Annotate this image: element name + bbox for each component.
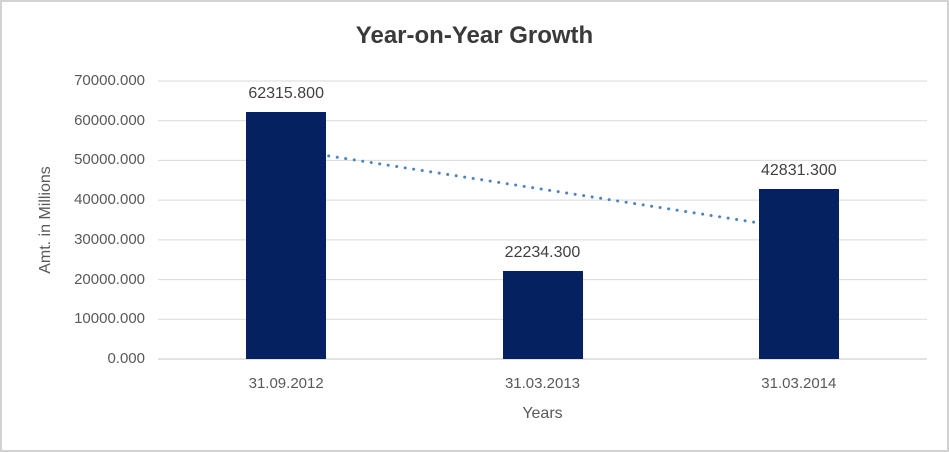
- bar-data-label: 62315.800: [248, 84, 324, 102]
- y-tick-label: 60000.000: [74, 111, 145, 129]
- y-tick-label: 70000.000: [74, 72, 145, 89]
- bar: [246, 111, 327, 359]
- y-tick-label: 20000.000: [74, 270, 145, 288]
- x-tick-label: 31.03.2013: [504, 375, 581, 392]
- y-tick-label: 50000.000: [74, 151, 145, 169]
- y-tick-label: 10000.000: [74, 310, 145, 328]
- y-tick-label: 30000.000: [74, 230, 145, 248]
- x-tick-label: 31.09.2012: [248, 375, 324, 392]
- y-tick-label: 40000.000: [74, 191, 145, 209]
- trendline: [284, 147, 801, 231]
- bar-data-label: 22234.300: [504, 243, 581, 261]
- chart-title: Year-on-Year Growth: [355, 22, 594, 49]
- bar: [758, 188, 839, 359]
- y-tick-label: 0.000: [107, 350, 145, 367]
- x-tick-label: 31.03.2014: [761, 375, 837, 392]
- x-axis-title: Years: [522, 405, 563, 422]
- bar: [502, 270, 583, 359]
- bar-data-label: 42831.300: [761, 161, 837, 179]
